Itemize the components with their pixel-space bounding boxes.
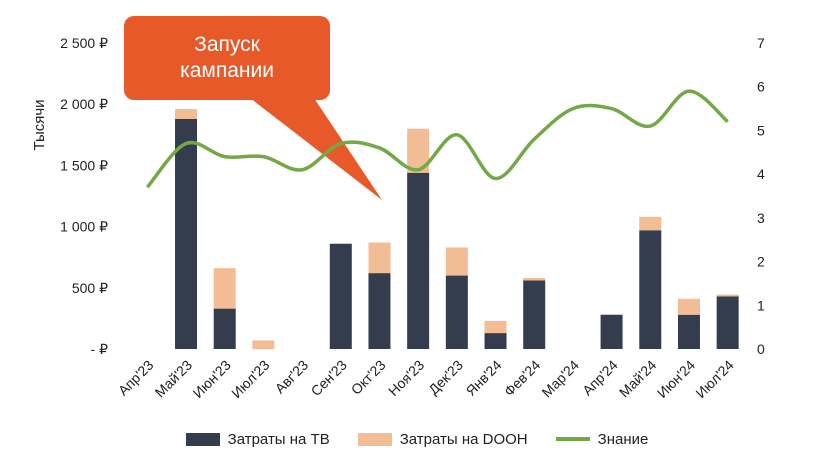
x-tick-label: Июн'23 <box>190 357 234 401</box>
x-tick-label: Мар'24 <box>538 357 582 401</box>
bar-dooh <box>252 340 275 349</box>
bar-tv <box>329 243 352 349</box>
x-tick-label: Апр'23 <box>115 357 157 399</box>
legend-swatch-awareness <box>555 437 590 441</box>
legend-item-dooh: Затраты на DOOH <box>357 430 528 448</box>
y-tick-label: 2 500 ₽ <box>60 35 108 51</box>
x-tick-label: Фев'24 <box>501 357 544 400</box>
y-axis-right: 0 1 2 3 4 5 6 7 <box>757 35 765 357</box>
bar-tv <box>445 275 468 349</box>
bar-dooh <box>368 242 391 274</box>
legend-label-dooh: Затраты на DOOH <box>399 430 528 448</box>
bar-dooh <box>523 278 546 281</box>
legend-swatch-tv <box>185 432 220 446</box>
campaign-launch-callout: Запуск кампании <box>124 16 330 100</box>
x-tick-label: Ноя'23 <box>385 357 427 399</box>
x-tick-label: Июл'23 <box>228 357 272 401</box>
line-awareness <box>145 89 729 189</box>
x-tick-label: Сен'23 <box>308 357 350 399</box>
y2-tick-label: 7 <box>757 35 765 51</box>
legend-label-tv: Затраты на ТВ <box>227 430 330 448</box>
bar-tv <box>484 333 507 349</box>
bar-tv <box>368 273 391 349</box>
x-tick-label: Май'24 <box>616 357 660 401</box>
x-tick-label: Дек'23 <box>425 357 466 398</box>
y-tick-label: 2 000 ₽ <box>60 96 108 112</box>
bar-dooh <box>175 109 198 119</box>
y-axis-left: - ₽ 500 ₽ 1 000 ₽ 1 500 ₽ 2 000 ₽ 2 500 ₽ <box>60 35 108 357</box>
bar-tv <box>639 230 662 349</box>
x-tick-label: Апр'24 <box>579 357 621 399</box>
y2-tick-label: 2 <box>757 254 765 270</box>
y-axis-title: Тысячи <box>30 99 48 151</box>
y2-tick-label: 5 <box>757 122 765 138</box>
y-tick-label: 1 000 ₽ <box>60 219 108 235</box>
y2-tick-label: 0 <box>757 341 765 357</box>
bar-tv <box>523 280 546 349</box>
legend-swatch-dooh <box>357 432 392 446</box>
bar-tv <box>407 172 430 349</box>
x-tick-label: Янв'24 <box>463 357 505 399</box>
bar-tv <box>716 296 739 349</box>
y-tick-label: 1 500 ₽ <box>60 157 108 173</box>
legend-label-awareness: Знание <box>597 430 649 448</box>
y2-tick-label: 3 <box>757 210 765 226</box>
bars-group <box>175 109 739 349</box>
bar-dooh <box>213 268 236 309</box>
bar-tv <box>213 308 236 349</box>
bar-dooh <box>677 298 700 315</box>
y2-tick-label: 4 <box>757 166 765 182</box>
legend-item-tv: Затраты на ТВ <box>185 430 330 448</box>
x-tick-label: Май'23 <box>152 357 196 401</box>
x-tick-label: Июл'24 <box>692 357 736 401</box>
bar-tv <box>600 314 623 349</box>
bar-dooh <box>639 216 662 231</box>
callout-pointer <box>250 98 382 200</box>
legend: Затраты на ТВ Затраты на DOOH Знание <box>0 426 834 452</box>
y2-tick-label: 6 <box>757 79 765 95</box>
bar-dooh <box>445 247 468 276</box>
chart: - ₽ 500 ₽ 1 000 ₽ 1 500 ₽ 2 000 ₽ 2 500 ₽ 0 1 2… <box>60 35 765 401</box>
bar-dooh <box>716 294 739 297</box>
x-tick-label: Авг'23 <box>272 357 312 397</box>
bar-tv <box>175 118 198 349</box>
y-tick-label: - ₽ <box>91 341 109 357</box>
bar-dooh <box>484 320 507 334</box>
line-group <box>145 89 729 189</box>
x-tick-label: Окт'23 <box>348 357 389 398</box>
bar-tv <box>677 314 700 349</box>
y2-tick-label: 1 <box>757 297 765 313</box>
bar-dooh <box>407 128 430 173</box>
y-tick-label: 500 ₽ <box>72 280 108 296</box>
x-tick-label: Июн'24 <box>654 357 698 401</box>
x-axis: Апр'23Май'23Июн'23Июл'23Авг'23Сен'23Окт'… <box>115 357 737 401</box>
legend-item-awareness: Знание <box>555 430 649 448</box>
